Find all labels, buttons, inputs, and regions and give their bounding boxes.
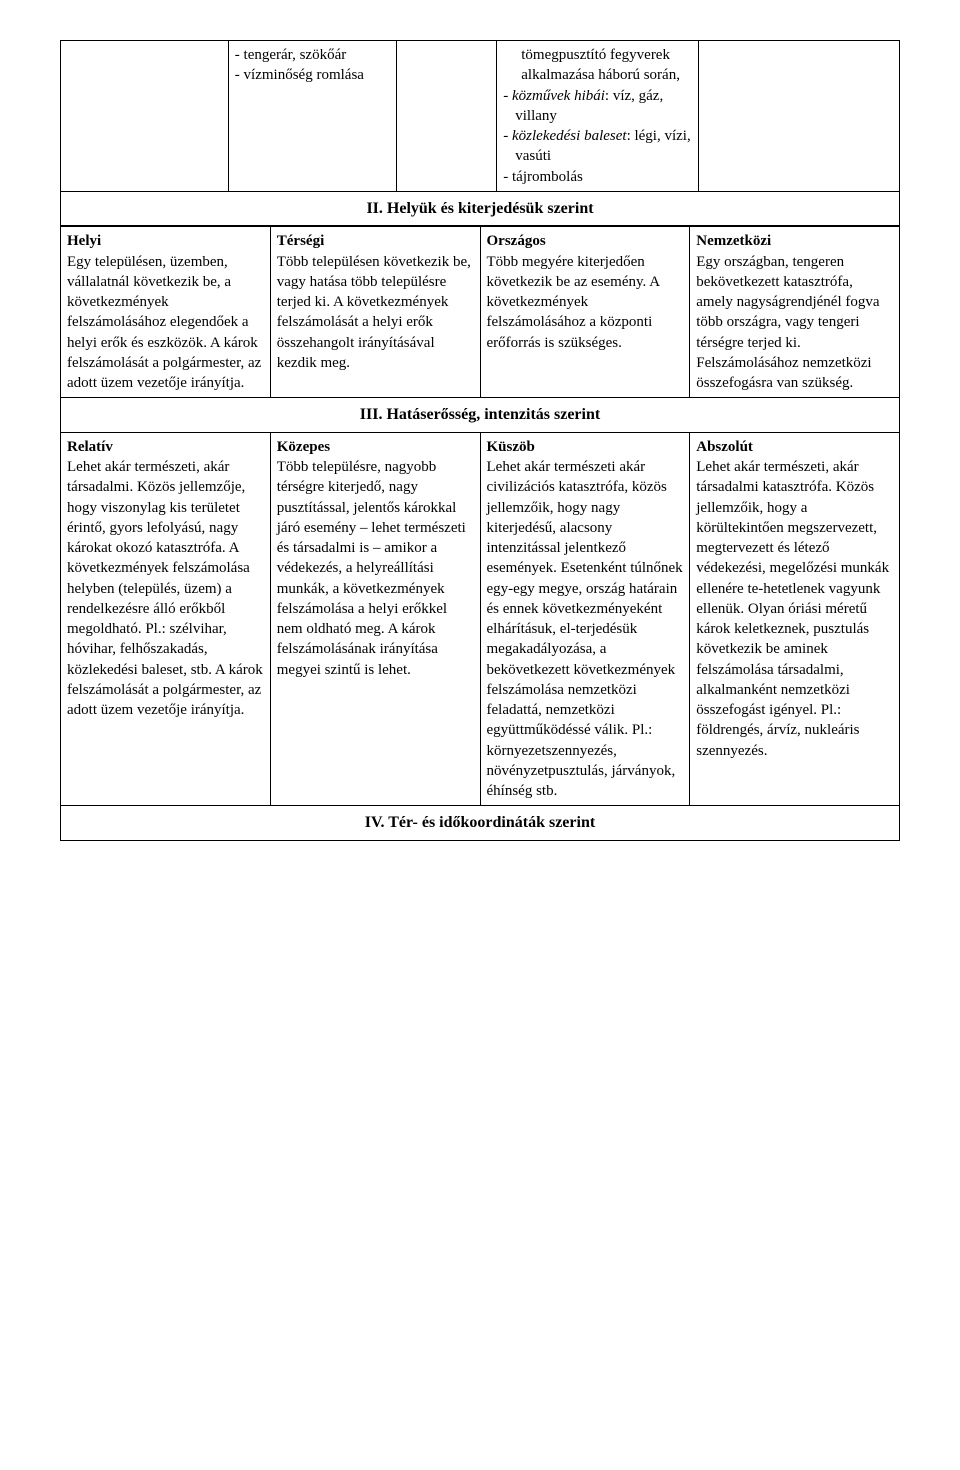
section-iii-col-abszolut-body: Lehet akár természeti, akár társadalmi k… (696, 459, 889, 759)
section-iii-col-kuszob-title: Küszöb (487, 439, 535, 455)
section-iii-col-relativ-title: Relatív (67, 439, 113, 455)
section-ii-col-nemzetkozi: Nemzetközi Egy országban, tengeren beköv… (690, 227, 900, 398)
section-iii-col-kozepes-body: Több településre, nagyobb térségre kiter… (277, 459, 466, 678)
section-iv-heading-row: IV. Tér- és időkoordináták szerint (61, 806, 900, 841)
top-col2: tengerár, szökőár vízminőség romlása (228, 41, 396, 192)
section-iii-col-kozepes: Közepes Több településre, nagyobb térség… (270, 432, 480, 806)
section-ii-content-row: Helyi Egy településen, üzemben, vállalat… (61, 227, 900, 398)
top-col1-empty (61, 41, 229, 192)
section-iii-heading-row: III. Hatáserősség, intenzitás szerint (61, 398, 900, 433)
top-col3-empty (396, 41, 497, 192)
section-ii-col-tersegi-body: Több településen következik be, vagy hat… (277, 254, 471, 371)
section-ii-col-tersegi-title: Térségi (277, 233, 324, 249)
top-col2-item-2: vízminőség romlása (235, 65, 390, 85)
top-col2-item-1: tengerár, szökőár (235, 45, 390, 65)
section-iii-col-abszolut-title: Abszolút (696, 439, 753, 455)
section-ii-col-helyi-title: Helyi (67, 233, 101, 249)
section-iii-content-row: Relatív Lehet akár természeti, akár társ… (61, 432, 900, 806)
section-iii-col-relativ-body: Lehet akár természeti, akár társadalmi. … (67, 459, 263, 718)
section-ii-col-nemzetkozi-body: Egy országban, tengeren bekövetkezett ka… (696, 254, 879, 392)
section-iii-col-kuszob: Küszöb Lehet akár természeti akár civili… (480, 432, 690, 806)
section-iv-heading: IV. Tér- és időkoordináták szerint (61, 806, 900, 841)
section-ii-col-orszagos-body: Több megyére kiterjedően következik be a… (487, 254, 660, 351)
classification-table: tengerár, szökőár vízminőség romlása töm… (60, 40, 900, 226)
section-iii-col-relativ: Relatív Lehet akár természeti, akár társ… (61, 432, 271, 806)
section-ii-col-helyi: Helyi Egy településen, üzemben, vállalat… (61, 227, 271, 398)
section-ii-col-nemzetkozi-title: Nemzetközi (696, 233, 771, 249)
section-ii-col-tersegi: Térségi Több településen következik be, … (270, 227, 480, 398)
section-ii-heading-row: II. Helyük és kiterjedésük szerint (61, 191, 900, 226)
top-partial-row: tengerár, szökőár vízminőség romlása töm… (61, 41, 900, 192)
top-col4-plain1: tömegpusztító fegyverek alkalmazása hábo… (503, 45, 691, 86)
section-ii-col-orszagos: Országos Több megyére kiterjedően követk… (480, 227, 690, 398)
section-ii-col-orszagos-title: Országos (487, 233, 546, 249)
section-ii-col-helyi-body: Egy településen, üzemben, vállalatnál kö… (67, 254, 261, 392)
top-col4-item-4: tájrombolás (503, 167, 691, 187)
section-iii-heading: III. Hatáserősség, intenzitás szerint (61, 398, 900, 433)
section-iii-col-abszolut: Abszolút Lehet akár természeti, akár tár… (690, 432, 900, 806)
top-col4-item-2: közművek hibái: víz, gáz, villany (503, 86, 691, 127)
section-ii-table: Helyi Egy településen, üzemben, vállalat… (60, 226, 900, 841)
top-col4: tömegpusztító fegyverek alkalmazása hábo… (497, 41, 698, 192)
section-ii-heading: II. Helyük és kiterjedésük szerint (61, 191, 900, 226)
top-col5-empty (698, 41, 899, 192)
section-iii-col-kuszob-body: Lehet akár természeti akár civilizációs … (487, 459, 683, 799)
section-iii-col-kozepes-title: Közepes (277, 439, 330, 455)
top-col4-item-3: közlekedési baleset: légi, vízi, vasúti (503, 126, 691, 167)
